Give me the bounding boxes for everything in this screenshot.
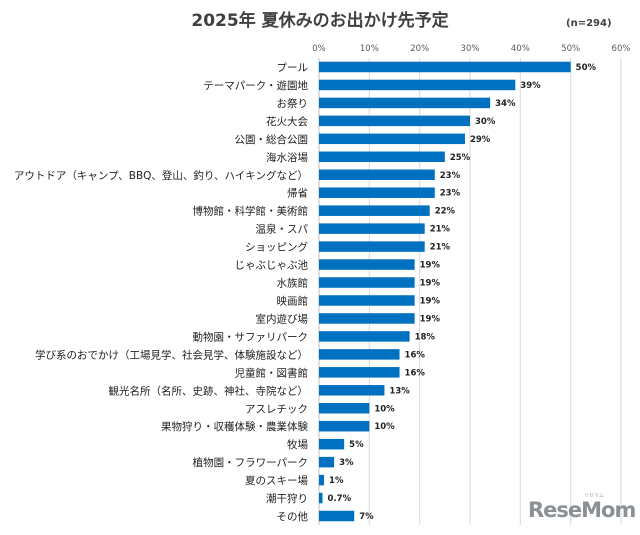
bar (319, 403, 370, 414)
value-label: 10% (374, 422, 395, 432)
value-label: 19% (420, 296, 441, 306)
bar (319, 313, 415, 324)
category-label: ショッピング (245, 241, 308, 254)
value-label: 22% (435, 207, 456, 217)
value-label: 21% (430, 225, 451, 235)
bar (319, 438, 345, 450)
bar (319, 187, 435, 198)
bar (319, 79, 516, 91)
bar (319, 223, 425, 234)
resemom-logo: ReseMom リセマム (528, 493, 636, 522)
category-label: 花火大会 (266, 115, 308, 128)
x-tick-label: 40% (511, 44, 530, 54)
value-label: 13% (389, 386, 410, 396)
bar (319, 420, 370, 432)
category-label: アスレチック (245, 403, 308, 415)
x-tick-label: 30% (461, 44, 480, 54)
sample-size-note: (n=294) (566, 18, 612, 29)
category-label: じゃぶじゃぶ池 (235, 259, 309, 272)
bar (319, 277, 415, 288)
bar (319, 61, 571, 73)
category-label: プール (277, 62, 309, 74)
x-tick-label: 0% (312, 44, 326, 54)
value-label: 21% (430, 243, 451, 253)
value-label: 19% (420, 314, 441, 324)
bar (319, 510, 355, 522)
category-label: アウトドア（キャンプ、BBQ、登山、釣り、ハイキングなど） (14, 169, 308, 182)
category-label: 植物園・フラワーパーク (193, 456, 308, 469)
category-label: テーマパーク・遊園地 (203, 79, 308, 92)
category-label: 映画館 (277, 294, 309, 307)
value-label: 1% (329, 476, 344, 486)
value-label: 39% (520, 81, 541, 91)
category-label: 帰省 (287, 187, 308, 200)
value-label: 19% (420, 261, 441, 271)
category-label: 牧場 (287, 438, 308, 451)
category-label: 水族館 (277, 277, 309, 290)
bar (319, 205, 430, 216)
value-label: 18% (415, 332, 436, 342)
category-label: 海水浴場 (266, 151, 308, 164)
category-labels: プールテーマパーク・遊園地お祭り花火大会公園・総合公園海水浴場アウトドア（キャン… (14, 62, 309, 523)
bar (319, 349, 400, 360)
category-label: 博物館・科学館・美術館 (193, 205, 309, 218)
value-label: 10% (374, 404, 395, 414)
value-label: 23% (440, 171, 461, 181)
value-label: 5% (349, 440, 364, 450)
x-tick-label: 50% (561, 44, 580, 54)
bar (319, 133, 465, 145)
value-labels: 50% 39% 34% 30% 29% 25% 23% 23% 22% 21% 21% 19% 19% 1… (328, 63, 597, 522)
category-label: その他 (277, 510, 309, 523)
category-label: 学び系のおでかけ（工場見学、社会見学、体験施設など） (35, 348, 308, 361)
x-tick-label: 20% (410, 44, 429, 54)
category-label: 室内遊び場 (256, 312, 309, 325)
category-label: お祭り (277, 98, 309, 110)
value-label: 29% (470, 135, 491, 145)
value-label: 23% (440, 189, 461, 199)
bar (319, 151, 445, 163)
bar (319, 385, 385, 396)
x-axis-ticks: 0% 10% 20% 30% 40% 50% 60% (312, 44, 630, 54)
category-label: 児童館・図書館 (235, 366, 309, 379)
bar (319, 241, 425, 252)
value-label: 7% (359, 512, 374, 522)
category-label: 動物園・サファリパーク (193, 330, 309, 343)
bar (319, 367, 400, 378)
bar (319, 115, 470, 127)
chart-title: 2025年 夏休みのお出かけ先予定 (191, 11, 449, 31)
value-label: 16% (405, 368, 426, 378)
category-label: 観光名所（名所、史跡、神社、寺院など） (109, 384, 309, 397)
logo-kana: リセマム (584, 493, 605, 499)
value-label: 30% (475, 117, 496, 127)
bar (319, 492, 323, 504)
bar (319, 456, 335, 468)
bar (319, 295, 415, 306)
bars (319, 61, 571, 522)
category-label: 果物狩り・収穫体験・農業体験 (161, 420, 308, 433)
category-label: 温泉・スパ (256, 223, 309, 236)
x-tick-label: 60% (612, 44, 631, 54)
grid-lines (318, 58, 622, 525)
x-tick-label: 10% (360, 44, 379, 54)
value-label: 50% (576, 63, 597, 73)
bar (319, 259, 415, 270)
category-label: 潮干狩り (266, 492, 308, 505)
value-label: 34% (495, 99, 516, 109)
value-label: 3% (339, 458, 354, 468)
bar (319, 474, 325, 486)
value-label: 16% (405, 350, 426, 360)
value-label: 19% (420, 279, 441, 289)
bar (319, 169, 435, 180)
value-label: 0.7% (328, 494, 352, 504)
bar (319, 97, 491, 109)
category-label: 夏のスキー場 (245, 474, 308, 487)
category-label: 公園・総合公園 (235, 133, 309, 146)
bar (319, 331, 410, 342)
value-label: 25% (450, 153, 471, 163)
logo-text: ReseMom (528, 498, 636, 522)
